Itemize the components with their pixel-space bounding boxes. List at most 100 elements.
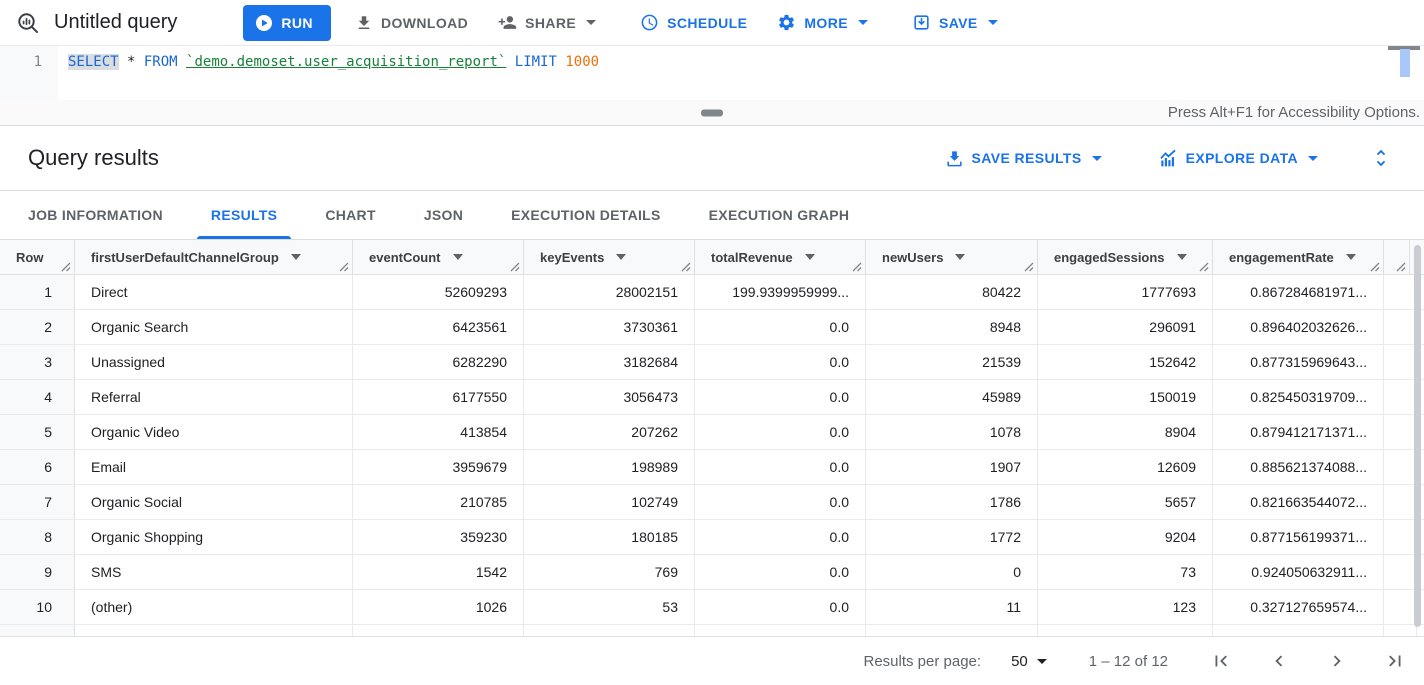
row-number-cell: 1 xyxy=(0,275,75,309)
tab-results[interactable]: RESULTS xyxy=(187,191,301,239)
column-header-engagementRate[interactable]: engagementRate xyxy=(1213,240,1384,274)
table-cell: Organic Social xyxy=(75,485,353,519)
query-title[interactable]: Untitled query xyxy=(54,11,178,33)
share-button[interactable]: SHARE xyxy=(490,7,604,38)
save-results-button[interactable]: SAVE RESULTS xyxy=(935,143,1112,174)
bigquery-query-icon xyxy=(16,11,40,35)
accessibility-hint: Press Alt+F1 for Accessibility Options. xyxy=(1167,104,1420,121)
sql-select-keyword: SELECT xyxy=(68,54,119,70)
column-header-label: eventCount xyxy=(369,249,441,265)
table-cell: 0.0 xyxy=(695,590,866,624)
tab-chart[interactable]: CHART xyxy=(301,191,400,239)
table-cell: 413854 xyxy=(353,415,524,449)
next-page-button[interactable] xyxy=(1324,648,1350,674)
sql-code-line[interactable]: SELECT * FROM `demo.demoset.user_acquisi… xyxy=(68,54,600,70)
tab-json[interactable]: JSON xyxy=(400,191,487,239)
splitter-drag-handle[interactable] xyxy=(701,109,723,116)
table-cell: 3730361 xyxy=(524,310,695,344)
column-menu-caret-icon[interactable] xyxy=(1176,254,1187,260)
tab-execution-details[interactable]: EXECUTION DETAILS xyxy=(487,191,685,239)
row-number-cell: 5 xyxy=(0,415,75,449)
editor-gutter: 1 xyxy=(0,46,58,100)
more-button[interactable]: MORE xyxy=(769,7,876,38)
column-resize-handle[interactable] xyxy=(510,262,520,272)
explore-data-button[interactable]: EXPLORE DATA xyxy=(1148,142,1328,174)
sql-editor[interactable]: 1 SELECT * FROM `demo.demoset.user_acqui… xyxy=(0,46,1424,100)
column-menu-caret-icon[interactable] xyxy=(1345,254,1356,260)
run-button[interactable]: RUN xyxy=(243,4,331,41)
table-cell: 102749 xyxy=(524,485,695,519)
table-cell: 6177550 xyxy=(353,380,524,414)
column-header-eventCount[interactable]: eventCount xyxy=(353,240,524,274)
table-cell: 3056473 xyxy=(524,380,695,414)
row-number-cell: 2 xyxy=(0,310,75,344)
table-cell: 0.0 xyxy=(695,625,866,636)
table-cell: Referral xyxy=(75,380,353,414)
column-header-label: keyEvents xyxy=(540,249,605,265)
page-size-select[interactable]: 50 xyxy=(1011,653,1047,670)
chevron-right-icon xyxy=(1333,655,1341,667)
column-resize-handle[interactable] xyxy=(1024,262,1034,272)
last-page-button[interactable] xyxy=(1382,648,1408,674)
table-cell xyxy=(1384,590,1417,624)
column-menu-caret-icon[interactable] xyxy=(452,254,463,260)
column-menu-caret-icon[interactable] xyxy=(804,254,815,260)
table-cell xyxy=(1384,310,1417,344)
results-tabs: JOB INFORMATION RESULTS CHART JSON EXECUTION… xyxy=(0,191,1424,240)
sql-table-reference[interactable]: `demo.demoset.user_acquisition_report` xyxy=(186,54,507,70)
column-header-firstUserDefaultChannelGroup[interactable]: firstUserDefaultChannelGroup xyxy=(75,240,353,274)
table-cell: 3182684 xyxy=(524,345,695,379)
column-menu-caret-icon[interactable] xyxy=(290,254,301,260)
table-cell xyxy=(1384,380,1417,414)
expand-results-button[interactable] xyxy=(1370,147,1392,169)
download-button[interactable]: DOWNLOAD xyxy=(347,8,476,38)
table-cell: 180185 xyxy=(524,520,695,554)
column-resize-handle[interactable] xyxy=(1199,262,1209,272)
gear-icon xyxy=(777,13,796,32)
column-resize-handle[interactable] xyxy=(339,262,349,272)
column-menu-caret-icon[interactable] xyxy=(616,254,627,260)
table-cell: 0.0 xyxy=(695,415,866,449)
column-resize-handle[interactable] xyxy=(1370,262,1380,272)
tab-job-information[interactable]: JOB INFORMATION xyxy=(4,191,187,239)
column-header-keyEvents[interactable]: keyEvents xyxy=(524,240,695,274)
column-header-totalRevenue[interactable]: totalRevenue xyxy=(695,240,866,274)
table-row: 5 Organic Video 413854 207262 0.0 1078 8904 0.8… xyxy=(0,415,1424,450)
table-cell: 0.0 xyxy=(695,520,866,554)
table-cell: 0.0 xyxy=(695,310,866,344)
column-resize-handle[interactable] xyxy=(1396,262,1406,272)
table-cell: 123 xyxy=(1038,590,1213,624)
table-cell: 1542 xyxy=(353,555,524,589)
save-results-download-icon xyxy=(945,149,964,168)
column-header-newUsers[interactable]: newUsers xyxy=(866,240,1038,274)
table-cell: 0 xyxy=(866,555,1038,589)
chevron-down-icon xyxy=(1036,658,1047,664)
column-resize-handle[interactable] xyxy=(61,262,71,272)
table-cell: 0.924050632911... xyxy=(1213,555,1384,589)
table-scrollbar-thumb[interactable] xyxy=(1414,245,1421,627)
table-cell: 210785 xyxy=(353,485,524,519)
download-icon xyxy=(355,14,373,32)
chevron-left-icon xyxy=(1275,655,1283,667)
column-header-engagedSessions[interactable]: engagedSessions xyxy=(1038,240,1213,274)
editor-scrollbar-thumb[interactable] xyxy=(1400,49,1410,77)
table-cell xyxy=(1384,555,1417,589)
tab-execution-graph[interactable]: EXECUTION GRAPH xyxy=(685,191,874,239)
table-row: 11Paid Social9374940.09461.0 xyxy=(0,625,1424,636)
first-page-button[interactable] xyxy=(1208,648,1234,674)
schedule-button[interactable]: SCHEDULE xyxy=(632,7,755,38)
table-cell xyxy=(1384,415,1417,449)
table-cell: 494 xyxy=(524,625,695,636)
column-menu-caret-icon[interactable] xyxy=(955,254,966,260)
table-cell: 0.867284681971... xyxy=(1213,275,1384,309)
row-number-cell: 9 xyxy=(0,555,75,589)
save-button[interactable]: SAVE xyxy=(904,7,1006,38)
table-row: 7 Organic Social 210785 102749 0.0 1786 5657 0.… xyxy=(0,485,1424,520)
column-resize-handle[interactable] xyxy=(852,262,862,272)
table-cell: 53 xyxy=(524,590,695,624)
table-cell: 198989 xyxy=(524,450,695,484)
previous-page-button[interactable] xyxy=(1266,648,1292,674)
last-page-icon xyxy=(1389,655,1401,667)
save-icon xyxy=(912,13,931,32)
column-resize-handle[interactable] xyxy=(681,262,691,272)
